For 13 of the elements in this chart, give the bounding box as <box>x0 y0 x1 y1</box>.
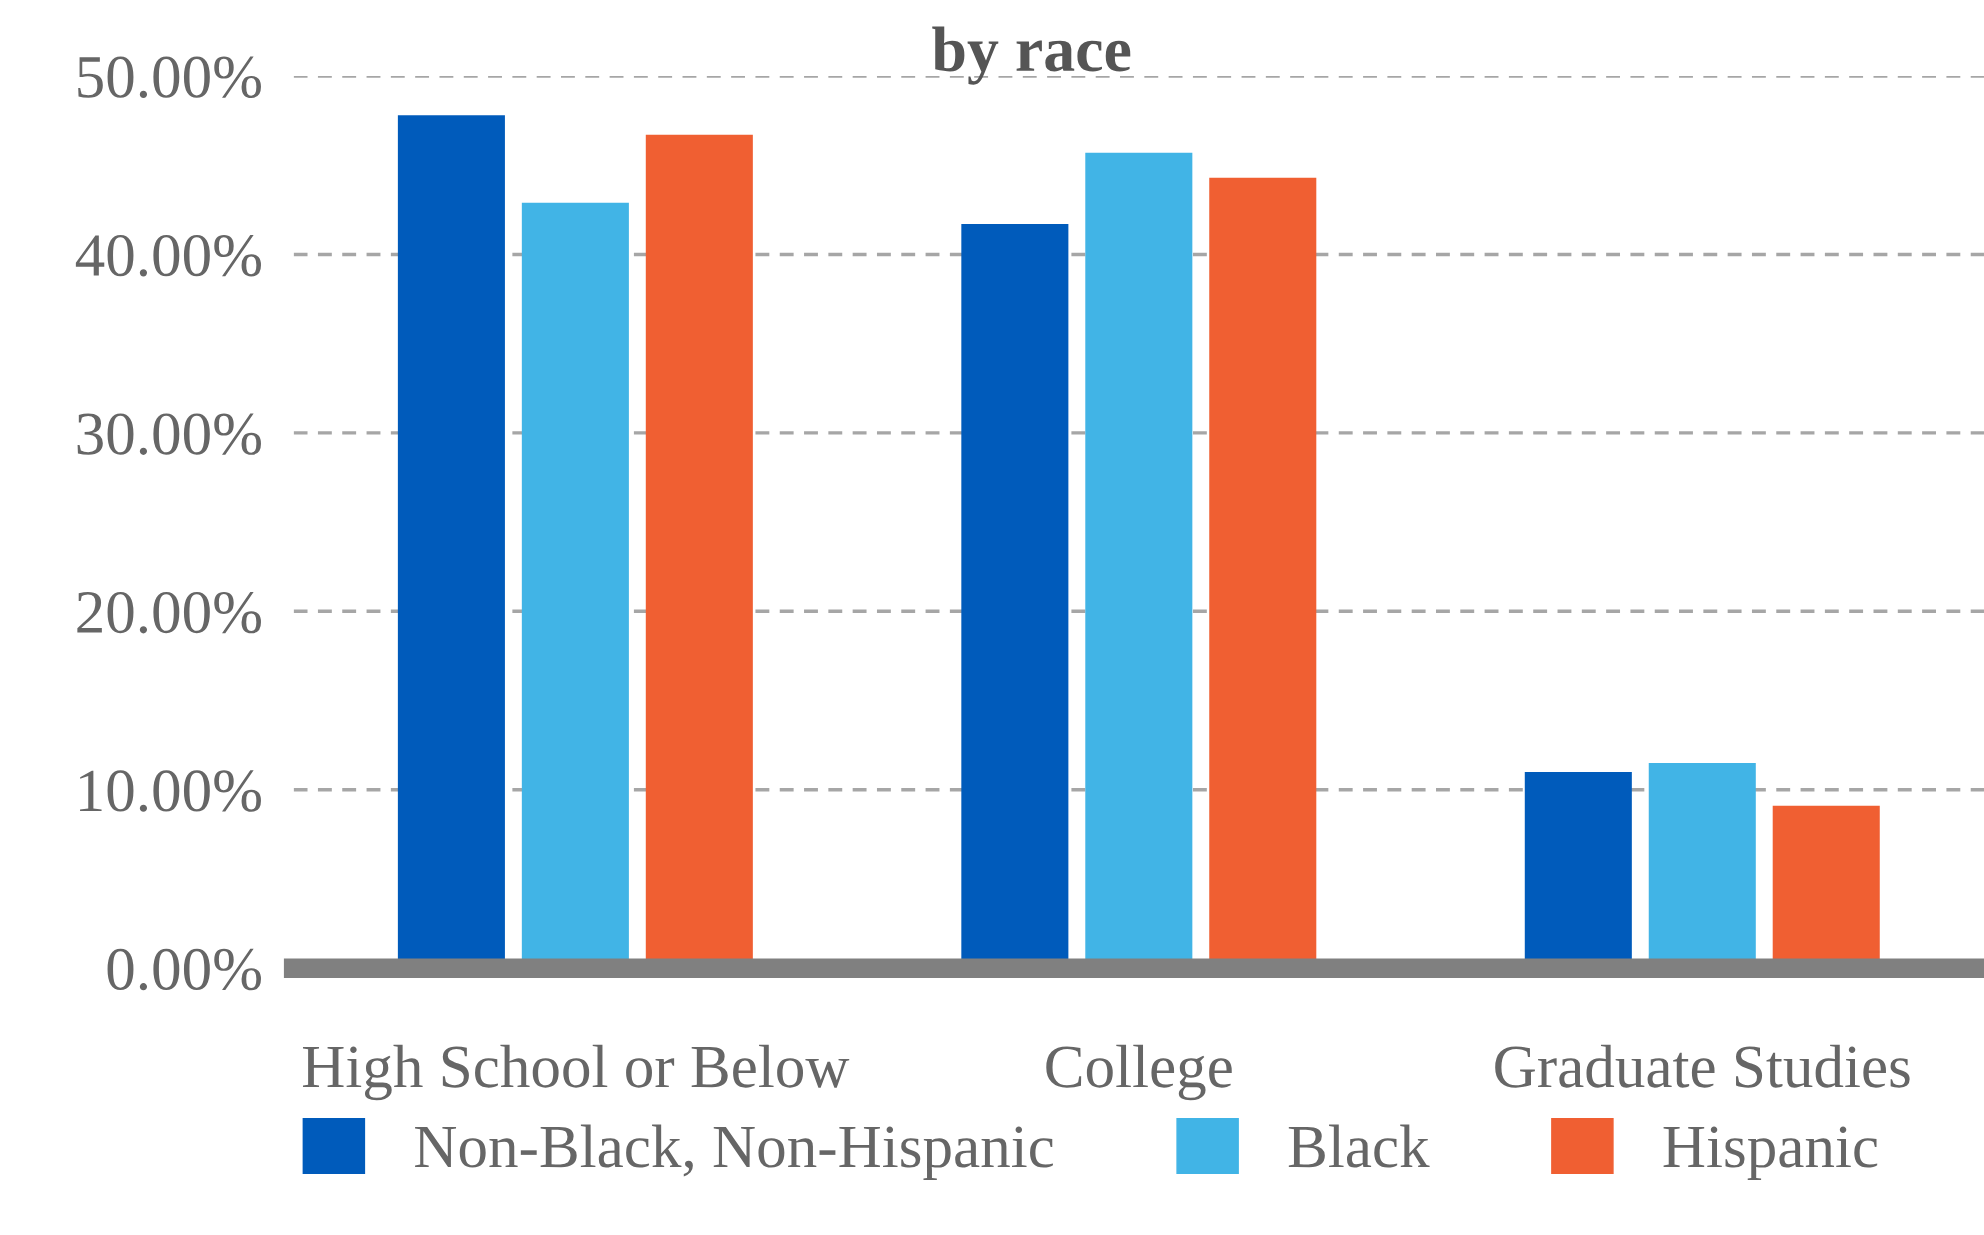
legend-label: Black <box>1288 1124 1430 1168</box>
y-tick-label: 20.00% <box>77 591 261 634</box>
chart-title: by race <box>932 26 1131 85</box>
y-tick-label: 10.00% <box>80 770 261 812</box>
legend-label: Non-Black, Non-Hispanic <box>415 1124 1053 1180</box>
legend-label: Hispanic <box>1663 1126 1878 1180</box>
x-tick-label: College <box>1046 1044 1232 1101</box>
y-tick-label: 50.00% <box>78 56 261 99</box>
y-tick-label: 0.00% <box>107 948 261 991</box>
x-tick-label: High School or Below <box>302 1044 850 1101</box>
y-tick-label: 30.00% <box>77 413 261 455</box>
y-tick-label: 40.00% <box>75 234 261 277</box>
x-tick-label: Graduate Studies <box>1495 1044 1910 1088</box>
